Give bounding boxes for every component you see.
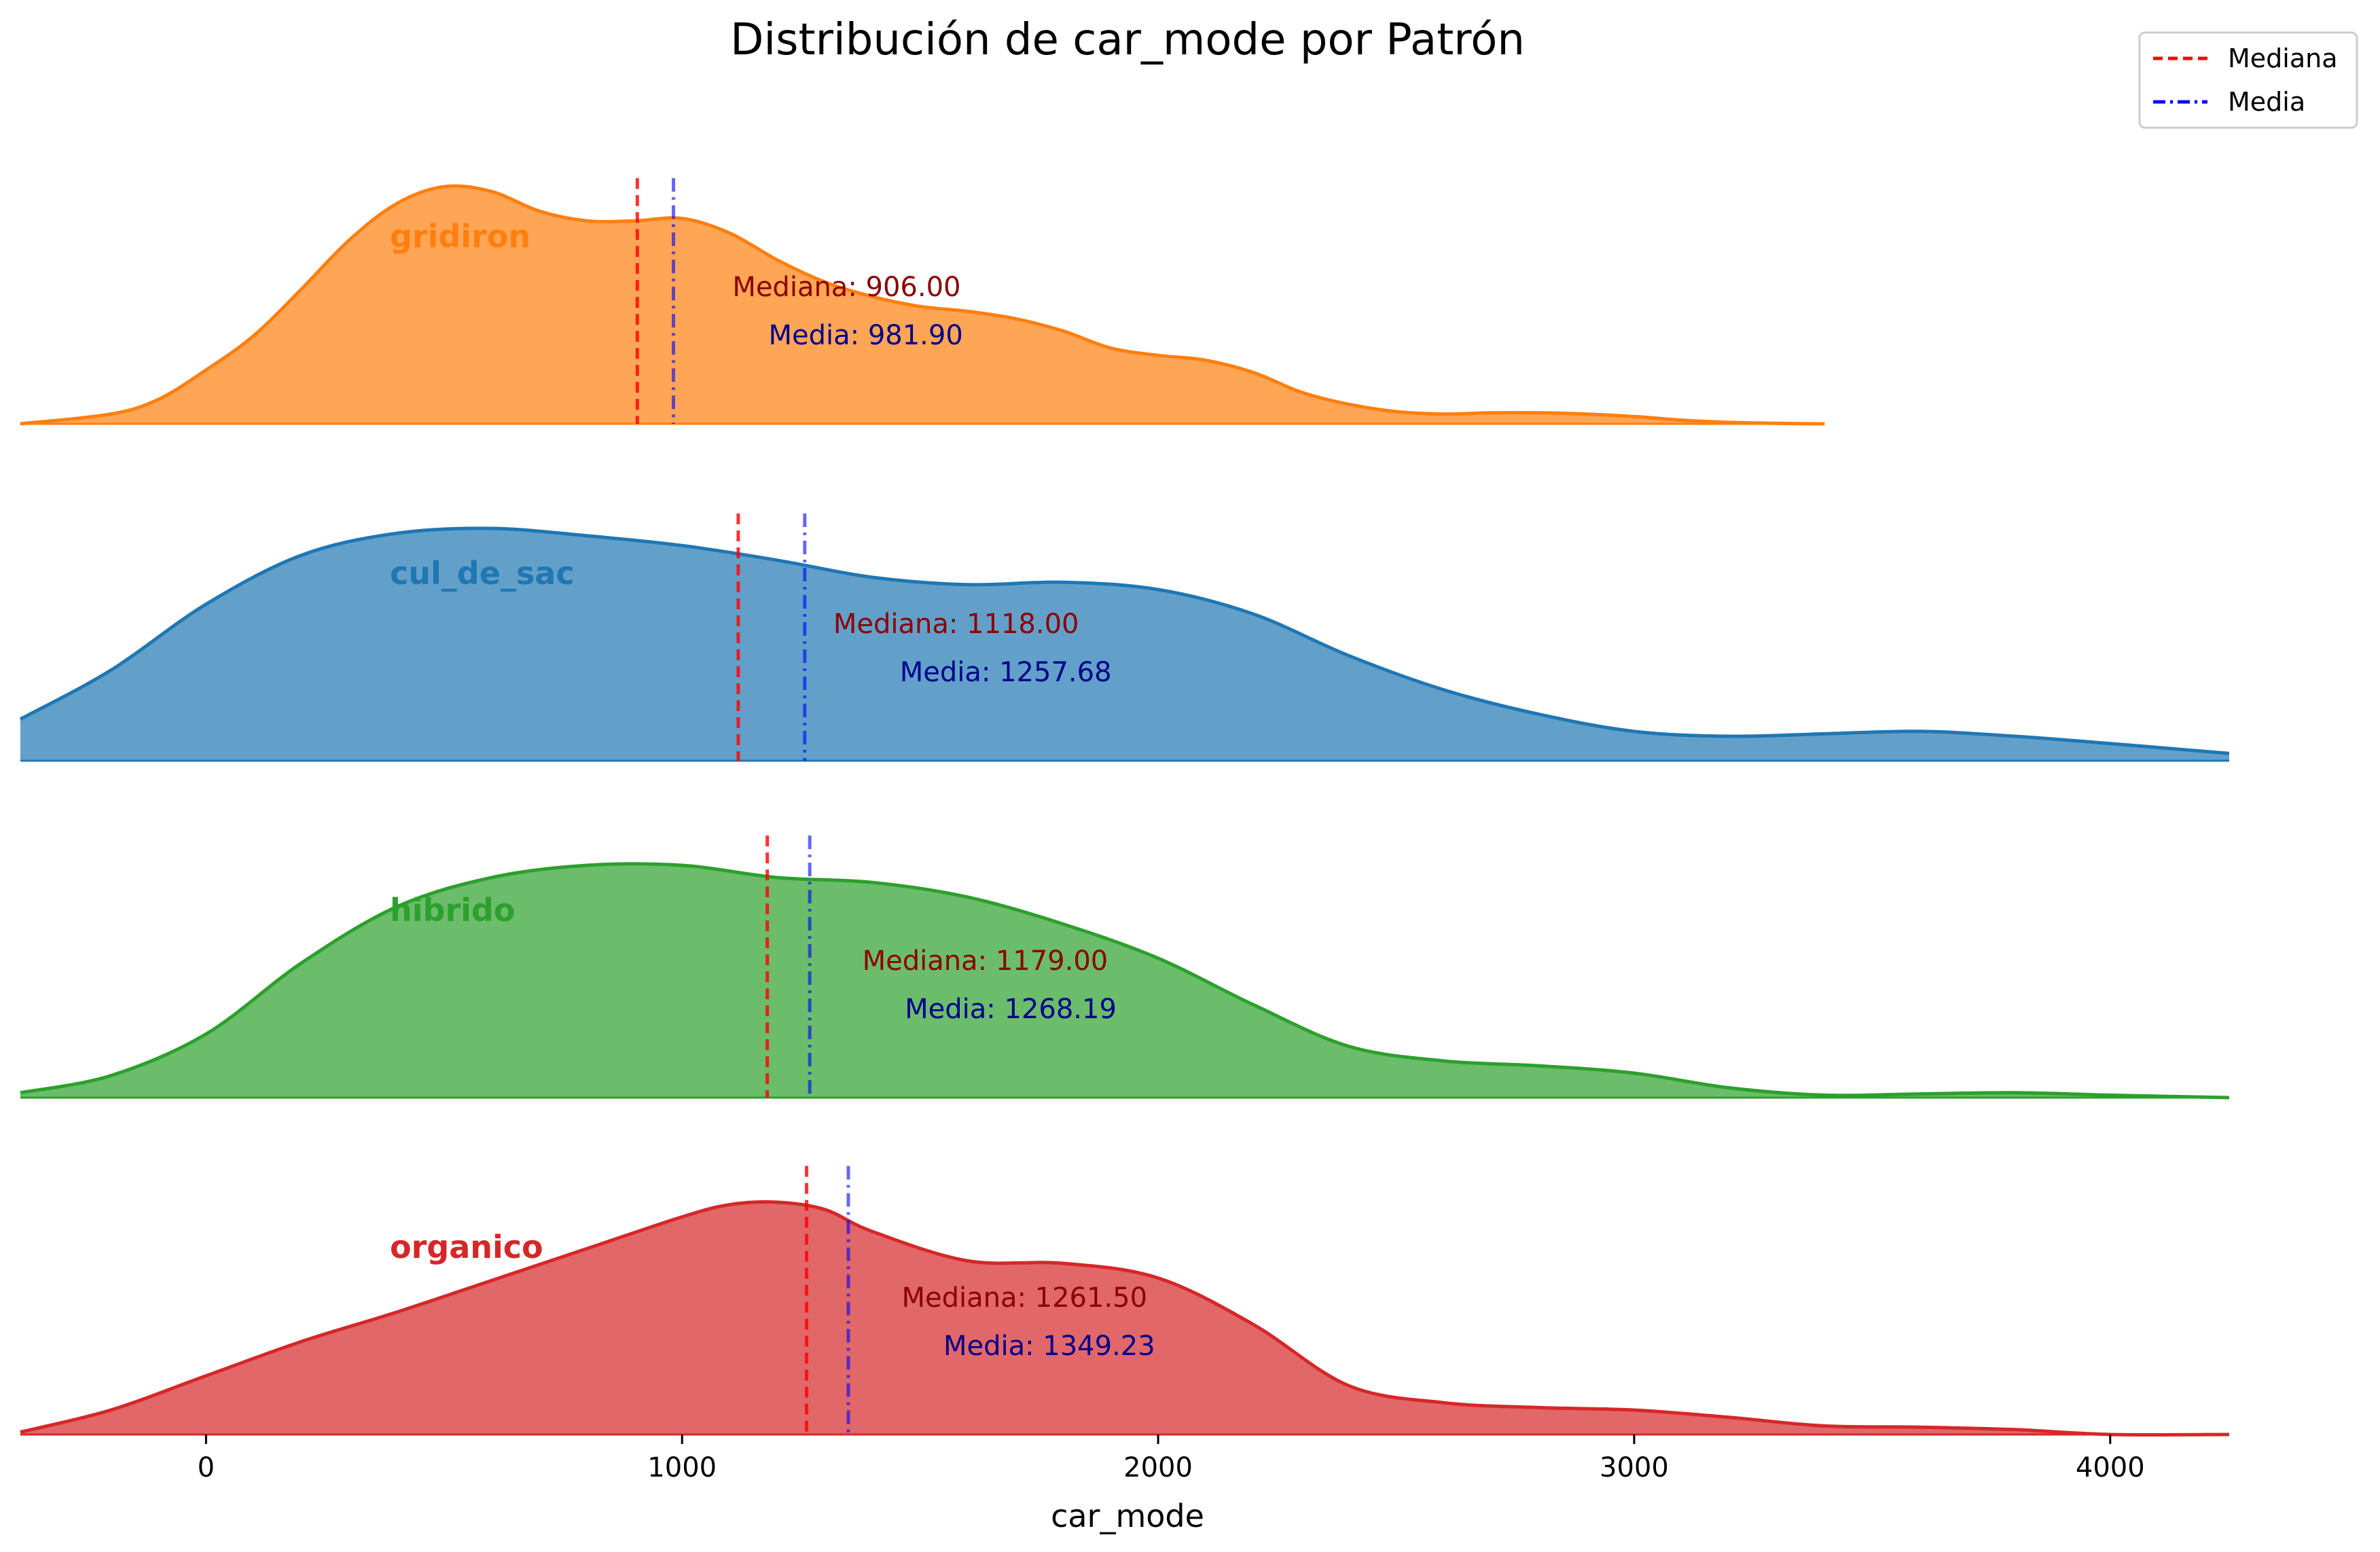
mean-annotation-organico: Media: 1349.23 bbox=[943, 1331, 1155, 1362]
mean-annotation-gridiron: Media: 981.90 bbox=[769, 320, 963, 351]
ridge-area-gridiron bbox=[20, 185, 1825, 424]
mean-annotation-hibrido: Media: 1268.19 bbox=[905, 994, 1117, 1025]
x-axis-label: car_mode bbox=[1051, 1498, 1204, 1534]
series-label-gridiron: gridiron bbox=[390, 218, 530, 255]
series-label-organico: organico bbox=[390, 1229, 543, 1265]
mean-annotation-cul_de_sac: Media: 1257.68 bbox=[900, 657, 1112, 688]
ridges: gridiron Mediana: 906.00 Media: 981.90 cul_… bbox=[19, 178, 2230, 1437]
chart-title: Distribución de car_mode por Patrón bbox=[730, 15, 1525, 65]
ridge-line-organico bbox=[20, 1200, 2230, 1437]
ridge-area-hibrido bbox=[20, 863, 2229, 1098]
legend-mean-label: Media bbox=[2228, 87, 2305, 117]
x-tick-label: 1000 bbox=[647, 1452, 717, 1483]
ridge-hibrido: hibrido Mediana: 1179.00 Media: 1268.19 bbox=[20, 835, 2230, 1100]
x-tick-label: 2000 bbox=[1123, 1452, 1193, 1483]
legend: Mediana Media bbox=[2138, 31, 2358, 129]
x-tick-label: 4000 bbox=[2076, 1452, 2145, 1483]
median-annotation-organico: Mediana: 1261.50 bbox=[901, 1282, 1147, 1314]
ridge-area-cul_de_sac bbox=[20, 528, 2229, 761]
ridge-line-hibrido bbox=[20, 862, 2230, 1100]
x-tick-label: 0 bbox=[198, 1452, 215, 1483]
x-axis: 0 1000 2000 3000 4000 bbox=[198, 1434, 2145, 1483]
ridge-cul_de_sac: cul_de_sac Mediana: 1118.00 Media: 1257.68 bbox=[19, 513, 2230, 762]
median-annotation-gridiron: Mediana: 906.00 bbox=[732, 272, 960, 303]
ridge-line-cul_de_sac bbox=[19, 526, 2230, 755]
legend-median-label: Mediana bbox=[2228, 43, 2338, 73]
ridge-line-gridiron bbox=[20, 184, 1825, 426]
x-tick-label: 3000 bbox=[1600, 1452, 1669, 1483]
median-annotation-cul_de_sac: Mediana: 1118.00 bbox=[833, 609, 1079, 640]
median-annotation-hibrido: Mediana: 1179.00 bbox=[863, 945, 1108, 977]
ridge-organico: organico Mediana: 1261.50 Media: 1349.23 bbox=[20, 1166, 2230, 1437]
legend-box bbox=[2138, 31, 2358, 129]
series-label-cul_de_sac: cul_de_sac bbox=[390, 555, 575, 592]
series-label-hibrido: hibrido bbox=[390, 892, 515, 928]
ridge-area-organico bbox=[20, 1202, 2229, 1435]
ridge-gridiron: gridiron Mediana: 906.00 Media: 981.90 bbox=[20, 178, 1825, 426]
